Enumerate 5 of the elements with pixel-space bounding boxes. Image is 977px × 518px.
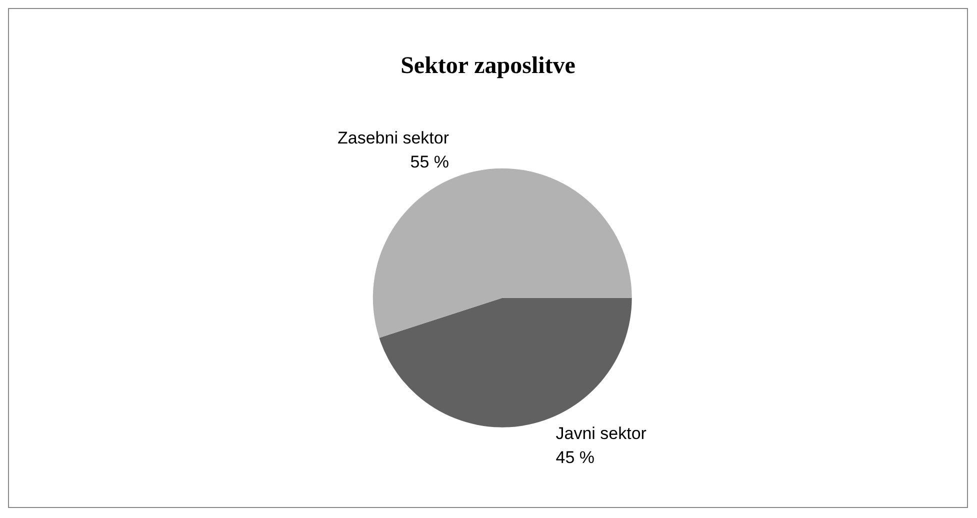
chart-title: Sektor zaposlitve <box>400 53 576 79</box>
slice-label: Javni sektor <box>556 424 647 443</box>
slice-label: Zasebni sektor <box>337 128 450 148</box>
data-label: 45 % <box>556 448 595 467</box>
data-label: 55 % <box>410 152 449 172</box>
